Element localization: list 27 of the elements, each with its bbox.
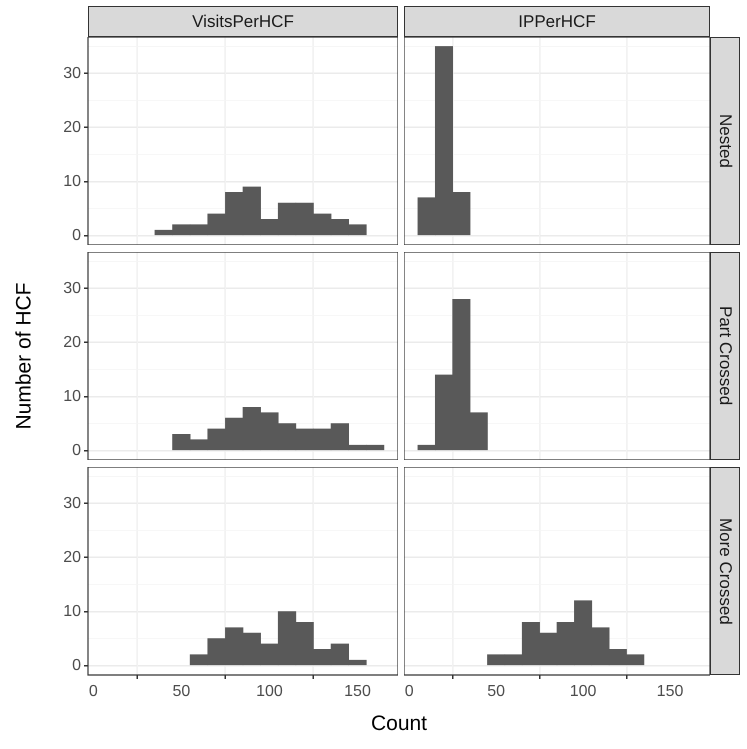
text: Part Crossed [710,252,740,460]
y-tick-label: 10 [63,388,82,405]
x-tick-label: 150 [344,683,371,700]
y-axis-title: Number of HCF [13,282,37,430]
chart-title: IPPerHCF [404,6,710,37]
x-tick-label: 0 [404,683,414,700]
chart-title: VisitsPerHCF [88,6,398,37]
y-tick-label: 30 [63,494,82,512]
x-axis-title: Count [370,712,428,736]
y-tick-label: 10 [63,602,82,620]
text: Nested [710,37,740,245]
text: More Crossed [710,467,740,675]
x-tick-label: 50 [172,683,190,700]
x-tick-label: 150 [656,683,684,700]
y-tick-label: 0 [72,656,82,674]
y-tick-label: 0 [72,442,82,459]
x-tick-label: 100 [570,683,597,700]
y-tick-label: 20 [63,118,82,136]
y-tick-label: 10 [63,172,82,190]
x-tick-label: 100 [256,683,283,700]
y-tick-label: 20 [63,548,82,566]
y-tick-label: 0 [72,226,82,244]
y-tick-label: 30 [63,64,82,82]
y-tick-label: 20 [63,334,82,351]
x-tick-label: 50 [487,683,506,700]
y-tick-label: 30 [63,280,82,297]
x-tick-label: 0 [88,683,98,700]
